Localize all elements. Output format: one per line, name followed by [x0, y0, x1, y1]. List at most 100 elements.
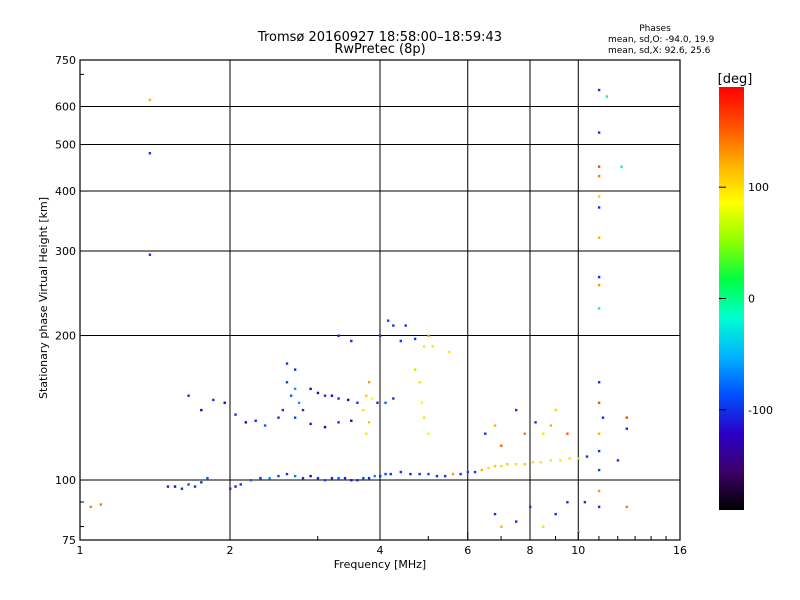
data-point	[293, 368, 297, 371]
data-point	[89, 505, 92, 509]
data-point	[427, 334, 430, 337]
data-point	[234, 413, 237, 416]
data-point	[148, 98, 152, 102]
data-point	[549, 424, 553, 427]
data-point	[625, 505, 628, 509]
data-points	[89, 88, 628, 534]
data-point	[625, 416, 628, 419]
data-point	[337, 476, 340, 480]
data-point	[187, 483, 190, 486]
data-point	[597, 468, 601, 472]
data-point	[515, 520, 518, 523]
data-point	[293, 387, 297, 391]
data-point	[413, 368, 417, 371]
data-point	[346, 398, 350, 402]
data-point	[254, 419, 257, 422]
data-point	[451, 472, 455, 476]
y-tick-label: 400	[55, 185, 76, 198]
data-point	[597, 165, 601, 168]
y-tick-label: 200	[55, 330, 76, 343]
data-point	[323, 479, 327, 482]
data-point	[376, 401, 379, 404]
data-point	[597, 236, 601, 239]
data-point	[323, 425, 327, 429]
data-point	[493, 424, 497, 427]
data-point	[568, 457, 571, 460]
data-point	[330, 476, 334, 480]
data-point	[597, 206, 601, 209]
data-point	[597, 131, 601, 134]
data-point	[473, 470, 477, 474]
data-point	[268, 476, 271, 480]
data-point	[356, 401, 359, 404]
data-point	[577, 457, 580, 460]
data-point	[418, 381, 421, 384]
phase-summary-x: mean, sd,X: 92.6, 25.6	[608, 46, 711, 56]
data-point	[597, 195, 601, 198]
data-point	[597, 401, 601, 404]
data-point	[337, 334, 340, 337]
data-point	[148, 152, 152, 155]
data-point	[389, 472, 392, 476]
x-tick-label: 10	[571, 544, 585, 557]
data-point	[531, 461, 535, 464]
colorbar-tick-label: 0	[748, 293, 755, 306]
x-tick-label: 1	[77, 544, 84, 557]
data-point	[367, 381, 371, 384]
phase-summary: Phases mean, sd,O: -94.0, 19.9 mean, sd,…	[608, 24, 715, 56]
data-point	[309, 474, 312, 478]
data-point	[529, 505, 532, 509]
data-point	[493, 464, 497, 468]
data-point	[285, 362, 289, 365]
data-point	[523, 432, 526, 435]
data-point	[212, 398, 215, 402]
data-point	[597, 381, 601, 384]
data-point	[293, 416, 297, 419]
data-point	[309, 422, 312, 426]
data-point	[500, 464, 503, 468]
data-point	[200, 481, 203, 484]
data-point	[379, 334, 382, 337]
data-point	[500, 525, 503, 528]
x-tick-label: 8	[527, 544, 534, 557]
data-point	[309, 387, 312, 391]
data-point	[493, 512, 497, 516]
data-point	[420, 401, 424, 404]
data-point	[281, 408, 284, 412]
x-axis-label: Frequency [MHz]	[334, 558, 426, 571]
colorbar-ticks: -100 0 100	[719, 181, 773, 417]
data-point	[605, 95, 609, 98]
colorbar: [deg] -100 0 100	[718, 72, 773, 510]
data-point	[166, 485, 170, 488]
data-point	[343, 476, 347, 480]
data-point	[379, 474, 382, 478]
data-point	[601, 416, 605, 419]
data-point	[180, 487, 184, 490]
data-point	[597, 449, 601, 453]
data-point	[206, 476, 209, 480]
data-point	[386, 319, 390, 322]
data-point	[399, 339, 403, 343]
data-point	[337, 397, 340, 400]
data-point	[365, 432, 368, 435]
data-point	[616, 459, 620, 462]
data-point	[484, 432, 487, 435]
data-point	[367, 476, 371, 480]
data-point	[435, 474, 439, 478]
data-point	[585, 455, 589, 458]
data-point	[392, 324, 395, 327]
data-point	[597, 432, 601, 435]
data-point	[597, 505, 601, 509]
data-point	[625, 427, 628, 430]
data-point	[427, 472, 430, 476]
data-point	[583, 500, 587, 504]
chart-title: Tromsø 20160927 18:58:00–18:59:43	[257, 30, 502, 45]
data-point	[148, 253, 152, 256]
data-point	[515, 408, 518, 412]
data-point	[187, 394, 190, 397]
data-point	[542, 432, 545, 435]
data-point	[515, 462, 518, 466]
data-point	[597, 307, 601, 310]
data-point	[193, 485, 197, 488]
